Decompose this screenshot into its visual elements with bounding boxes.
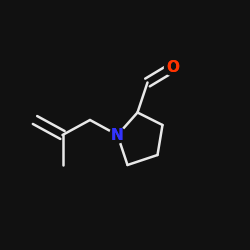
Text: N: N (111, 128, 124, 142)
Text: N: N (111, 128, 124, 142)
Text: O: O (166, 60, 179, 75)
Text: O: O (166, 60, 179, 75)
Circle shape (110, 127, 126, 143)
Circle shape (164, 60, 180, 76)
